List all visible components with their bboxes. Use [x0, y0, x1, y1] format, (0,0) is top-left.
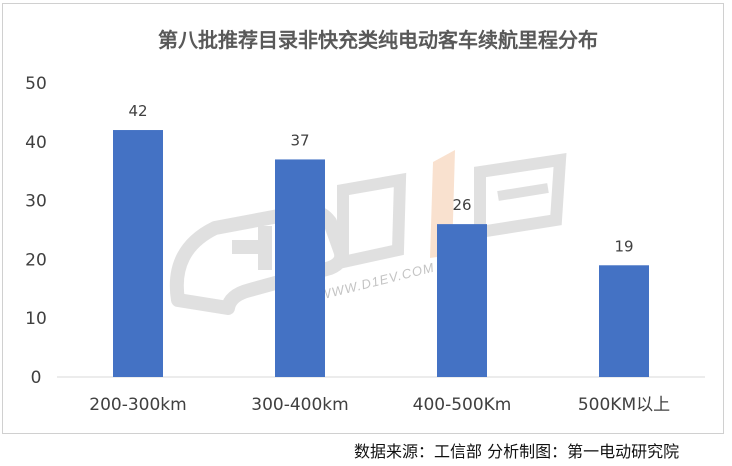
bar-data-label: 37: [290, 131, 309, 149]
x-tick-label: 200-300km: [89, 395, 186, 415]
x-tick-label: 500KM以上: [578, 395, 670, 415]
chart-title: 第八批推荐目录非快充类纯电动客车续航里程分布: [158, 28, 598, 52]
y-tick-label: 0: [31, 368, 42, 388]
y-axis-tick-labels: 0 10 20 30 40 50: [25, 74, 47, 388]
y-tick-label: 20: [25, 250, 47, 270]
bar: [599, 265, 649, 377]
bar-data-label: 26: [452, 196, 471, 214]
y-tick-label: 50: [25, 74, 47, 94]
bar: [113, 130, 163, 377]
x-tick-label: 300-400km: [251, 395, 348, 415]
bar: [275, 159, 325, 377]
x-axis-tick-labels: 200-300km 300-400km 400-500Km 500KM以上: [89, 395, 670, 415]
y-tick-label: 40: [25, 133, 47, 153]
y-tick-label: 30: [25, 192, 47, 212]
bar-data-label: 42: [128, 102, 147, 120]
bar: [437, 224, 487, 377]
bar-data-labels: 42 37 26 19: [128, 102, 633, 255]
source-caption: 数据来源：工信部 分析制图：第一电动研究院: [354, 442, 680, 461]
x-tick-label: 400-500Km: [413, 395, 512, 415]
bar-data-label: 19: [614, 237, 633, 255]
y-tick-label: 10: [25, 309, 47, 329]
bars: [113, 130, 649, 377]
